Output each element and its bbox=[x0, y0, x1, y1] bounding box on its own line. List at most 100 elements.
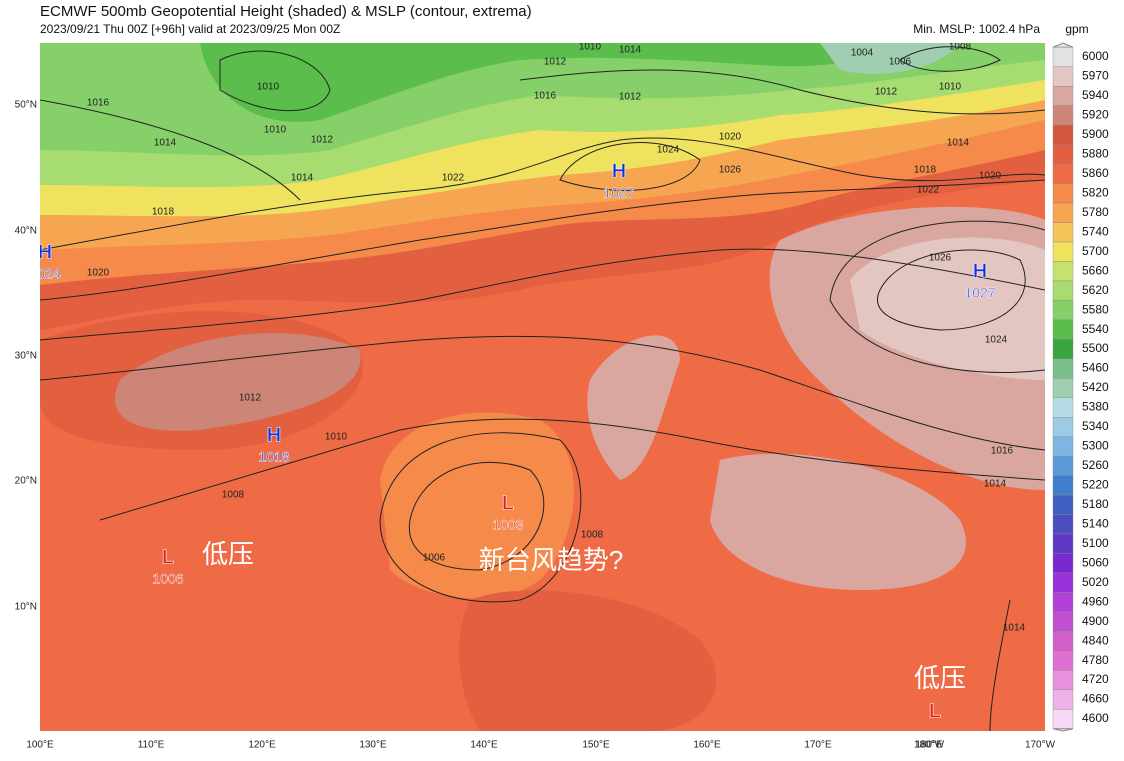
shade bbox=[587, 335, 680, 480]
colorbar-swatch bbox=[1052, 144, 1074, 165]
colorbar-label: 5880 bbox=[1082, 147, 1109, 161]
lat-label: 50°N bbox=[15, 100, 37, 111]
colorbar-label: 5060 bbox=[1082, 555, 1109, 569]
colorbar-label: 5580 bbox=[1082, 302, 1109, 316]
lon-label: 140°E bbox=[470, 740, 498, 751]
contour-label: 1014 bbox=[154, 138, 177, 149]
annotation: 新台风趋势? bbox=[479, 545, 623, 575]
contour-label: 1024 bbox=[657, 145, 680, 156]
contour-label: 1010 bbox=[579, 42, 602, 53]
contour-label: 1012 bbox=[544, 57, 567, 68]
annotation: 低压 bbox=[202, 539, 254, 569]
system-value: 1027 bbox=[603, 185, 634, 201]
colorbar-label: 5940 bbox=[1082, 88, 1109, 102]
system-type: L bbox=[162, 546, 174, 568]
contour-label: 1012 bbox=[311, 135, 334, 146]
lon-label: 150°E bbox=[582, 740, 610, 751]
lat-label: 20°N bbox=[15, 476, 37, 487]
subtitle: 2023/09/21 Thu 00Z [+96h] valid at 2023/… bbox=[40, 22, 340, 36]
colorbar-label: 5420 bbox=[1082, 380, 1109, 394]
contour-label: 1010 bbox=[325, 432, 348, 443]
colorbar-swatch bbox=[1052, 572, 1074, 593]
contour-label: 1022 bbox=[442, 173, 465, 184]
system-type: H bbox=[267, 424, 281, 446]
lat-label: 40°N bbox=[15, 226, 37, 237]
colorbar-swatch bbox=[1052, 670, 1074, 690]
lon-label: 180°W bbox=[914, 740, 945, 751]
colorbar-swatch bbox=[1052, 124, 1074, 145]
colorbar-swatch bbox=[1052, 611, 1074, 632]
colorbar-swatch bbox=[1052, 105, 1074, 126]
colorbar-label: 5340 bbox=[1082, 419, 1109, 433]
colorbar-label: 5660 bbox=[1082, 263, 1109, 277]
contour-label: 1016 bbox=[534, 91, 557, 102]
colorbar-label: 5380 bbox=[1082, 400, 1109, 414]
title: ECMWF 500mb Geopotential Height (shaded)… bbox=[40, 3, 532, 20]
lon-label: 160°E bbox=[693, 740, 721, 751]
colorbar-label: 4900 bbox=[1082, 614, 1109, 628]
colorbar-label: 4720 bbox=[1082, 672, 1109, 686]
colorbar-label: 4960 bbox=[1082, 594, 1109, 608]
system-value: 1006 bbox=[152, 571, 183, 587]
colorbar-swatch bbox=[1052, 202, 1074, 223]
lon-label: 170°E bbox=[804, 740, 832, 751]
contour-label: 1020 bbox=[87, 268, 110, 279]
lon-label: 110°E bbox=[138, 740, 165, 751]
colorbar-swatch bbox=[1052, 339, 1074, 359]
lon-label: 120°E bbox=[248, 740, 276, 751]
colorbar-swatch bbox=[1052, 183, 1074, 204]
colorbar-label: 5180 bbox=[1082, 497, 1109, 511]
contour-label: 1020 bbox=[979, 171, 1002, 182]
contour-label: 1020 bbox=[719, 132, 742, 143]
colorbar-swatch bbox=[1052, 709, 1074, 729]
map bbox=[40, 43, 1045, 731]
colorbar-swatch bbox=[1052, 300, 1074, 321]
colorbar-swatch bbox=[1052, 358, 1074, 379]
colorbar-swatch bbox=[1052, 553, 1074, 574]
shade bbox=[850, 237, 1045, 380]
shade bbox=[200, 43, 900, 122]
colorbar-label: 5860 bbox=[1082, 166, 1109, 180]
contour-label: 1008 bbox=[949, 42, 972, 53]
shade bbox=[820, 43, 960, 74]
colorbar-swatch bbox=[1052, 689, 1074, 710]
lon-label: 180°E bbox=[915, 740, 943, 751]
system-value: 1027 bbox=[964, 285, 995, 301]
colorbar-swatch bbox=[1052, 163, 1074, 184]
colorbar-cap bbox=[1052, 42, 1074, 48]
shade bbox=[380, 412, 574, 599]
colorbar-unit: gpm bbox=[1065, 22, 1088, 36]
contour-label: 1016 bbox=[87, 98, 110, 109]
lat-label: 30°N bbox=[15, 351, 37, 362]
contour-label: 1018 bbox=[152, 207, 175, 218]
colorbar-swatch bbox=[1052, 397, 1074, 418]
contour-label: 1004 bbox=[851, 48, 874, 59]
colorbar-label: 5540 bbox=[1082, 322, 1109, 336]
colorbar-swatch bbox=[1052, 417, 1074, 437]
contour-labels: 1010 1010 1012 1014 1016 1014 1018 1020 1022 1012… bbox=[87, 42, 1026, 634]
contour-label: 1016 bbox=[991, 446, 1014, 457]
contour-label: 1008 bbox=[581, 530, 604, 541]
colorbar-label: 5300 bbox=[1082, 439, 1109, 453]
contour-label: 1026 bbox=[929, 253, 952, 264]
colorbar-label: 5970 bbox=[1082, 69, 1109, 83]
contour-label: 1026 bbox=[719, 165, 742, 176]
colorbar-label: 5740 bbox=[1082, 224, 1109, 238]
contour-label: 1014 bbox=[1003, 623, 1026, 634]
colorbar-label: 4660 bbox=[1082, 692, 1109, 706]
system-value: 1024 bbox=[29, 266, 60, 282]
shade bbox=[710, 453, 966, 590]
contour-label: 1024 bbox=[985, 335, 1008, 346]
colorbar-label: 4600 bbox=[1082, 711, 1109, 725]
lon-label: 170°W bbox=[1025, 740, 1056, 751]
overlay: 1010 1010 1012 1014 1016 1014 1018 1020 1022 1012… bbox=[29, 42, 1026, 723]
colorbar-label: 6000 bbox=[1082, 49, 1109, 63]
colorbar-swatch bbox=[1052, 261, 1074, 282]
contour-label: 1008 bbox=[222, 490, 245, 501]
shade bbox=[459, 590, 717, 731]
colorbar-swatch bbox=[1052, 280, 1074, 301]
system-type: H bbox=[612, 160, 626, 182]
colorbar-swatch bbox=[1052, 319, 1074, 340]
colorbar-label: 5020 bbox=[1082, 575, 1109, 589]
